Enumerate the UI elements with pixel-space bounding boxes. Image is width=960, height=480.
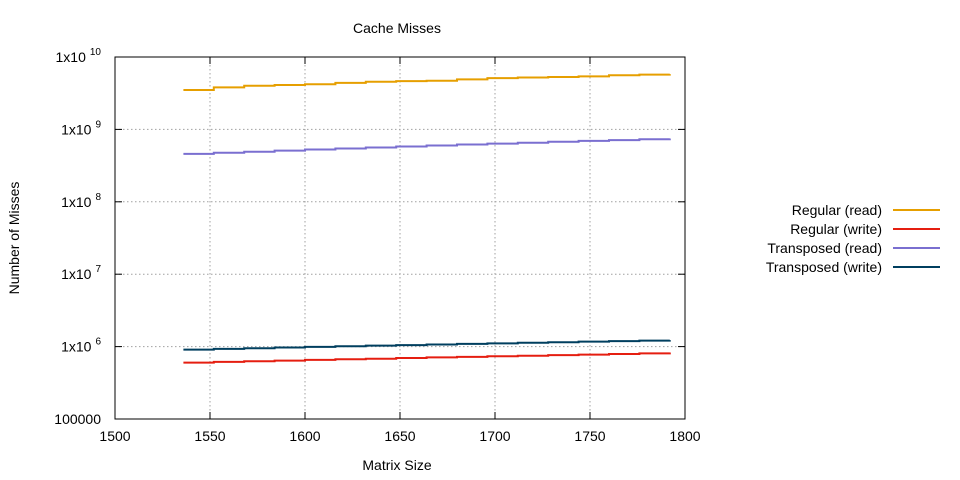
axis-ticks: 1500 1550 1600 1650 1700 1750 1800 100000 1x10 6 1…: [54, 47, 700, 444]
y-tick-label: 1x10 9: [61, 119, 101, 137]
legend-label: Regular (write): [790, 221, 882, 237]
x-tick-label: 1650: [384, 428, 415, 444]
y-tick-label: 1x10 7: [61, 264, 101, 282]
x-tick-label: 1700: [479, 428, 510, 444]
x-tick-label: 1750: [574, 428, 605, 444]
legend-label: Regular (read): [792, 202, 882, 218]
x-tick-label: 1550: [194, 428, 225, 444]
legend-label: Transposed (write): [766, 259, 882, 275]
y-tick-label: 1x10 10: [56, 47, 102, 65]
x-tick-label: 1500: [99, 428, 130, 444]
series-line-2: [183, 352, 671, 364]
y-axis-label: Number of Misses: [6, 182, 22, 295]
series-line-3: [183, 138, 671, 155]
legend: Regular (read) Regular (write) Transposed …: [766, 202, 940, 275]
series-line-1: [183, 73, 671, 92]
x-axis-label: Matrix Size: [362, 457, 431, 473]
plot-series: [183, 73, 671, 364]
grid: [115, 57, 685, 419]
y-tick-label: 100000: [54, 411, 101, 427]
y-tick-label: 1x10 8: [61, 192, 101, 210]
legend-label: Transposed (read): [767, 240, 882, 256]
series-line-4: [183, 339, 671, 351]
x-tick-label: 1600: [289, 428, 320, 444]
y-tick-label: 1x10 6: [61, 337, 101, 355]
x-tick-label: 1800: [669, 428, 700, 444]
chart-title: Cache Misses: [353, 20, 441, 36]
